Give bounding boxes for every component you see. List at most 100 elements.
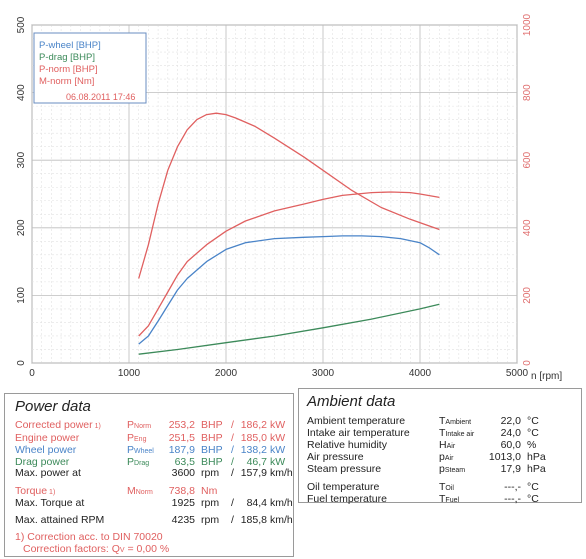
power-row-value1: 3600 bbox=[171, 467, 195, 479]
ambient-data-panel: Ambient data Ambient temperature TAmbient… bbox=[298, 388, 582, 505]
ambient-row-symbol: TAmbient bbox=[439, 415, 472, 427]
chart-axes: 0 1000 2000 3000 4000 5000 n [rpm]010020030040… bbox=[16, 13, 562, 382]
power-row-symbol: PNorm bbox=[127, 419, 152, 431]
footnote-factors-sub: V bbox=[119, 547, 125, 554]
y-right-tick-label: 400 bbox=[522, 219, 533, 236]
power-row-unit1: BHP bbox=[201, 419, 223, 431]
power-row-value2: 46,7 bbox=[246, 456, 267, 468]
power-row-label: Corrected power 1) bbox=[15, 419, 101, 431]
y-left-tick-label: 500 bbox=[16, 16, 27, 33]
power-row-value2: 185,8 bbox=[240, 514, 267, 526]
legend-entry: P-drag [BHP] bbox=[39, 52, 95, 63]
power-row-unit2: km/h bbox=[270, 467, 293, 479]
ambient-row-label: Relative humidity bbox=[307, 439, 387, 451]
power-row-symbol-sub: Drag bbox=[134, 460, 150, 467]
ambient-row-label: Ambient temperature bbox=[307, 415, 406, 427]
y-left-tick-label: 300 bbox=[16, 151, 27, 168]
power-row-separator: / bbox=[231, 432, 234, 444]
ambient-row-value: 1013,0 bbox=[488, 451, 521, 463]
power-data-panel: Power data Corrected power 1) PNorm 253,2 B… bbox=[4, 393, 294, 557]
ambient-row-symbol-sub: Steam bbox=[444, 467, 466, 474]
power-row-symbol-sub: Norm bbox=[134, 423, 152, 430]
ambient-row-unit: hPa bbox=[527, 463, 546, 475]
power-row-separator: / bbox=[231, 467, 234, 479]
x-tick-label: 0 bbox=[29, 368, 35, 379]
power-row-value1: 253,2 bbox=[168, 419, 195, 431]
power-row-label: Wheel power bbox=[15, 444, 77, 456]
ambient-row-label: Air pressure bbox=[307, 451, 364, 463]
ambient-row-label: Oil temperature bbox=[307, 481, 380, 493]
power-row-sup: 1) bbox=[92, 423, 101, 430]
y-left-tick-label: 200 bbox=[16, 219, 27, 236]
power-row-symbol-sub: Norm bbox=[135, 489, 153, 496]
power-row-unit1: rpm bbox=[201, 467, 220, 479]
y-right-tick-label: 200 bbox=[522, 287, 533, 304]
ambient-row-value: 22,0 bbox=[500, 415, 521, 427]
power-row-symbol-sub: Eng bbox=[134, 436, 147, 443]
power-row-separator: / bbox=[231, 514, 234, 526]
ambient-row-unit: hPa bbox=[527, 451, 546, 463]
x-tick-label: 5000 bbox=[506, 368, 529, 379]
ambient-row-unit: °C bbox=[527, 427, 539, 439]
ambient-row-symbol-sub: Oil bbox=[445, 485, 454, 492]
power-row-label: Torque 1) bbox=[15, 485, 56, 497]
power-row-value1: 4235 bbox=[171, 514, 195, 526]
y-right-tick-label: 800 bbox=[522, 84, 533, 101]
ambient-row-symbol-sub: Air bbox=[446, 443, 456, 450]
dyno-chart: 0 1000 2000 3000 4000 5000 n [rpm]010020030040… bbox=[16, 13, 562, 382]
power-row-label: Max. attained RPM bbox=[15, 514, 105, 526]
ambient-row-value: ---,- bbox=[504, 493, 521, 505]
x-axis-label: n [rpm] bbox=[531, 371, 562, 382]
power-row-value1: 251,5 bbox=[168, 432, 195, 444]
ambient-row-symbol-sub: Air bbox=[444, 455, 454, 462]
y-left-tick-label: 400 bbox=[16, 84, 27, 101]
power-data-title: Power data bbox=[15, 398, 91, 415]
p-norm-line bbox=[138, 191, 440, 337]
ambient-row-symbol-sub: Intake air bbox=[445, 431, 475, 438]
power-row-value2: 138,2 bbox=[240, 444, 267, 456]
p-drag-line bbox=[138, 303, 440, 355]
ambient-row-symbol: pSteam bbox=[439, 463, 466, 475]
power-row-value2: 186,2 bbox=[240, 419, 267, 431]
legend-entry: M-norm [Nm] bbox=[39, 76, 94, 87]
power-row-value2: 185,0 bbox=[240, 432, 267, 444]
ambient-row-value: 24,0 bbox=[500, 427, 521, 439]
ambient-row-unit: °C bbox=[527, 493, 539, 505]
power-row-unit2: kW bbox=[270, 432, 286, 444]
power-row-unit1: BHP bbox=[201, 456, 223, 468]
power-footnote-factors: Correction factors: QV = 0,00 % bbox=[23, 543, 169, 555]
x-tick-label: 4000 bbox=[409, 368, 432, 379]
ambient-row-unit: % bbox=[527, 439, 537, 451]
chart-legend: P-wheel [BHP]P-drag [BHP]P-norm [BHP]M-n… bbox=[33, 32, 147, 104]
ambient-row-value: ---,- bbox=[504, 481, 521, 493]
x-tick-label: 1000 bbox=[118, 368, 141, 379]
ambient-row-label: Intake air temperature bbox=[307, 427, 410, 439]
power-row-symbol: PEng bbox=[127, 432, 147, 444]
x-tick-label: 2000 bbox=[215, 368, 238, 379]
ambient-row-symbol-sub: Fuel bbox=[445, 497, 460, 504]
ambient-data-title: Ambient data bbox=[307, 393, 396, 410]
power-row-value2: 84,4 bbox=[246, 497, 267, 509]
power-row-label: Max. power at bbox=[15, 467, 81, 479]
footnote-factors-value: = 0,00 % bbox=[124, 543, 170, 555]
power-row-value1: 187,9 bbox=[168, 444, 195, 456]
ambient-row-value: 60,0 bbox=[500, 439, 521, 451]
power-row-value1: 738,8 bbox=[168, 485, 195, 497]
power-footnote-din: 1) Correction acc. to DIN 70020 bbox=[15, 531, 163, 543]
ambient-row-label: Fuel temperature bbox=[307, 493, 387, 505]
power-row-value2: 157,9 bbox=[240, 467, 267, 479]
ambient-row-label: Steam pressure bbox=[307, 463, 382, 475]
power-row-separator: / bbox=[231, 419, 234, 431]
power-row-label: Drag power bbox=[15, 456, 70, 468]
power-row-symbol: PDrag bbox=[127, 456, 150, 468]
power-row-symbol: MNorm bbox=[127, 485, 153, 497]
ambient-row-symbol: TOil bbox=[439, 481, 454, 493]
ambient-row-unit: °C bbox=[527, 415, 539, 427]
legend-box bbox=[33, 32, 147, 104]
power-row-value1: 1925 bbox=[171, 497, 195, 509]
ambient-row-symbol: pAir bbox=[439, 451, 454, 463]
series-layer bbox=[138, 112, 440, 355]
power-row-label: Max. Torque at bbox=[15, 497, 85, 509]
ambient-row-symbol: TIntake air bbox=[439, 427, 475, 439]
power-row-unit1: BHP bbox=[201, 444, 223, 456]
